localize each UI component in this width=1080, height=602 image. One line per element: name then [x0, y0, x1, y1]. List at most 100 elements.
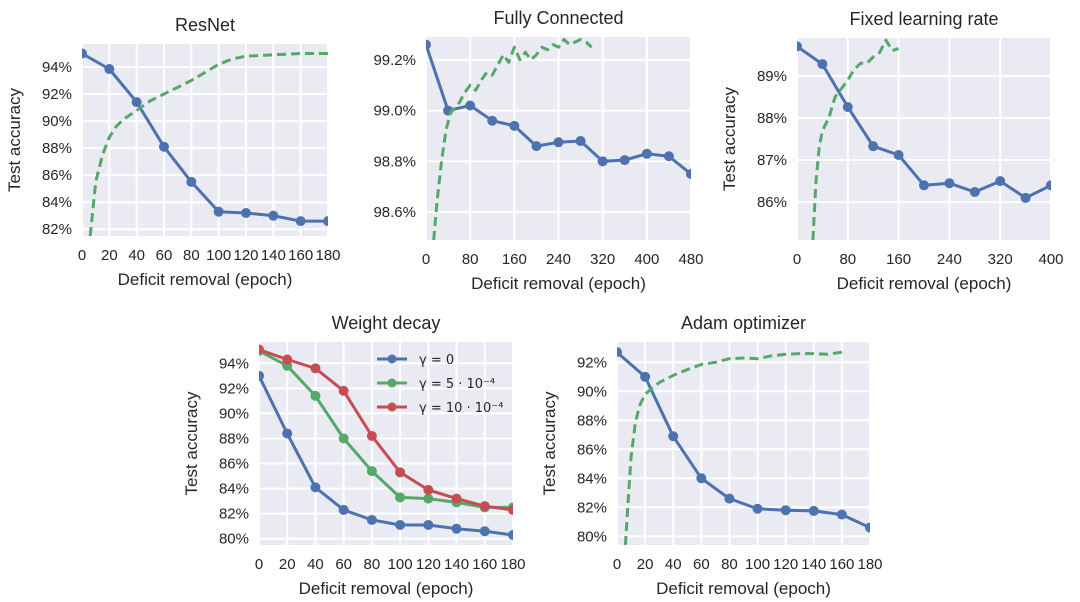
data-point	[366, 514, 377, 525]
x-axis-label: Deficit removal (epoch)	[837, 274, 1012, 293]
y-tick-label: 86%	[577, 441, 607, 458]
x-tick-label: 400	[634, 251, 659, 268]
y-tick-label: 88%	[219, 430, 249, 447]
x-tick-label: 320	[988, 251, 1013, 268]
data-point	[426, 39, 431, 50]
data-point	[310, 363, 321, 374]
chart-title: Fixed learning rate	[849, 9, 998, 29]
plot-background	[617, 342, 870, 545]
y-tick-label: 90%	[219, 405, 249, 422]
data-point	[508, 529, 513, 540]
series-group	[617, 347, 870, 545]
y-tick-label: 82%	[219, 506, 249, 523]
series-line-dashed	[432, 38, 593, 240]
x-tick-label: 180	[315, 247, 340, 264]
series-group	[259, 344, 513, 540]
y-axis-label: Test accuracy	[720, 87, 739, 191]
x-tick-label: 20	[101, 247, 118, 264]
y-axis-label: Test accuracy	[182, 391, 201, 495]
data-point	[366, 466, 377, 477]
series-group	[426, 38, 691, 240]
data-point	[1020, 192, 1031, 203]
x-tick-label: 320	[590, 251, 615, 268]
data-point	[619, 155, 630, 166]
x-tick-label: 240	[546, 251, 571, 268]
y-tick-label: 88%	[757, 110, 787, 127]
x-axis-label: Deficit removal (epoch)	[656, 579, 831, 598]
series-group	[82, 48, 328, 236]
legend-marker	[387, 402, 397, 412]
x-tick-label: 0	[613, 556, 621, 573]
data-point	[531, 141, 542, 152]
y-tick-label: 99.0%	[373, 103, 416, 120]
x-tick-label: 20	[637, 556, 654, 573]
y-tick-label: 90%	[577, 383, 607, 400]
data-point	[797, 41, 802, 52]
plot-background	[797, 38, 1051, 240]
data-point	[641, 148, 652, 159]
data-point	[508, 504, 513, 515]
series-line-dashed	[811, 38, 900, 240]
y-tick-label: 84%	[42, 194, 72, 211]
x-tick-label: 160	[288, 247, 313, 264]
y-tick-label: 84%	[577, 470, 607, 487]
y-tick-label: 86%	[219, 456, 249, 473]
y-tick-label: 88%	[42, 140, 72, 157]
x-tick-label: 80	[364, 556, 381, 573]
y-axis-label: Test accuracy	[540, 391, 559, 495]
data-point	[465, 100, 476, 111]
x-tick-label: 140	[801, 556, 826, 573]
x-tick-label: 0	[255, 556, 263, 573]
data-point	[131, 97, 142, 108]
y-tick-label: 94%	[42, 59, 72, 76]
subplot-fixed-learning-rate: 0 80 160 240 320 400 86% 87% 88% 89% Fixed learnin…	[720, 9, 1064, 293]
x-tick-label: 120	[773, 556, 798, 573]
chart-title: Adam optimizer	[681, 313, 806, 333]
data-point	[479, 501, 490, 512]
x-tick-label: 60	[693, 556, 710, 573]
data-point	[842, 102, 853, 113]
data-point	[919, 180, 929, 191]
legend-label: γ = 10 · 10⁻⁴	[419, 401, 503, 416]
series-line-dashed	[623, 350, 843, 545]
x-tick-label: 60	[156, 247, 173, 264]
data-point	[159, 141, 169, 152]
y-tick-label: 80%	[219, 531, 249, 548]
y-tick-label: 90%	[42, 113, 72, 130]
legend-marker	[387, 354, 397, 364]
x-tick-label: 140	[444, 556, 469, 573]
x-tick-label: 80	[721, 556, 738, 573]
data-point	[268, 210, 279, 221]
data-point	[597, 156, 608, 167]
data-point	[323, 216, 328, 227]
legend-marker	[387, 378, 397, 388]
y-tick-label: 99.2%	[373, 52, 416, 69]
data-point	[724, 493, 735, 504]
data-point	[338, 385, 349, 396]
y-tick-label: 84%	[219, 481, 249, 498]
chart-title: Weight decay	[332, 313, 441, 333]
x-tick-label: 100	[745, 556, 770, 573]
y-tick-label: 89%	[757, 68, 787, 85]
data-point	[282, 428, 293, 439]
data-point	[310, 390, 321, 401]
data-point	[969, 187, 980, 198]
x-tick-label: 0	[793, 251, 801, 268]
data-point	[944, 178, 955, 189]
data-point	[395, 467, 406, 478]
series-line	[82, 52, 328, 223]
x-tick-label: 160	[886, 251, 911, 268]
series-line	[259, 375, 513, 537]
data-point	[310, 482, 321, 493]
y-tick-label: 92%	[42, 86, 72, 103]
x-tick-label: 480	[678, 251, 703, 268]
data-point	[487, 115, 498, 126]
data-point	[82, 48, 87, 59]
x-tick-label: 120	[416, 556, 441, 573]
x-tick-label: 80	[462, 251, 479, 268]
y-tick-label: 82%	[577, 499, 607, 516]
data-point	[865, 522, 870, 533]
data-point	[575, 136, 586, 147]
x-tick-label: 40	[665, 556, 682, 573]
